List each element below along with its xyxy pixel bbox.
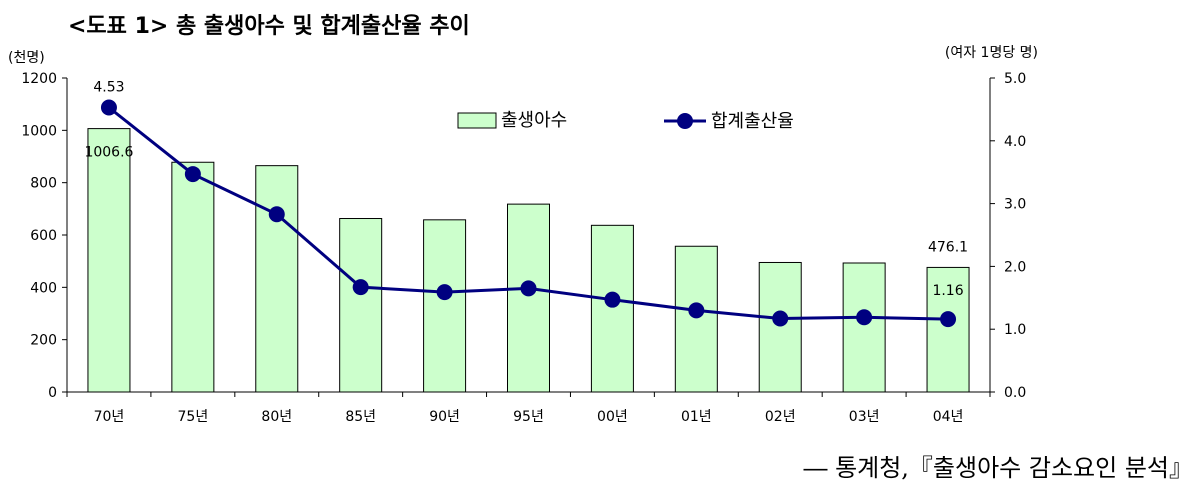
line-point xyxy=(100,99,117,116)
chart-title: <도표 1> 총 출생아수 및 합계출산율 추이 xyxy=(68,14,470,39)
legend-line-label: 합계출산율 xyxy=(711,111,794,132)
source-note: ― 통계청,『출생아수 감소요인 분석』 xyxy=(803,454,1193,482)
bar xyxy=(171,161,215,393)
data-label: 1.16 xyxy=(932,283,963,299)
x-tick-label: 85년 xyxy=(345,409,376,425)
legend-line-marker xyxy=(677,113,693,129)
bar xyxy=(423,219,467,393)
legend-bar-swatch xyxy=(457,112,497,129)
line-group xyxy=(100,99,957,328)
bar xyxy=(339,218,383,393)
line-point xyxy=(688,302,705,319)
data-label: 1006.6 xyxy=(84,145,133,161)
line-point xyxy=(604,291,621,308)
bar xyxy=(674,245,718,393)
bar xyxy=(842,262,886,393)
line-point xyxy=(436,284,453,301)
line-point xyxy=(268,206,285,223)
data-label: 476.1 xyxy=(928,239,968,255)
x-tick-label: 70년 xyxy=(94,409,125,425)
x-tick-label: 90년 xyxy=(429,409,460,425)
left-tick-label: 600 xyxy=(30,228,57,244)
right-tick-label: 2.0 xyxy=(1004,259,1026,275)
data-label: 4.53 xyxy=(93,80,124,96)
x-tick-label: 95년 xyxy=(513,409,544,425)
bars-group xyxy=(87,128,970,393)
right-tick-label: 3.0 xyxy=(1004,197,1026,213)
bar xyxy=(758,261,802,393)
bar xyxy=(255,165,299,393)
left-axis-unit: (천명) xyxy=(8,50,45,66)
left-tick-label: 800 xyxy=(30,176,57,192)
right-axis-unit: (여자 1명당 명) xyxy=(945,45,1038,61)
x-tick-label: 04년 xyxy=(933,409,964,425)
x-tick-label: 75년 xyxy=(178,409,209,425)
bar xyxy=(507,203,550,393)
bar xyxy=(87,128,131,393)
right-tick-label: 4.0 xyxy=(1004,134,1026,150)
left-tick-label: 1200 xyxy=(21,71,57,87)
left-tick-label: 200 xyxy=(30,333,57,349)
right-tick-label: 1.0 xyxy=(1004,322,1026,338)
left-tick-label: 400 xyxy=(30,280,57,296)
labels-group: 1006.6 476.1 4.53 1.16 xyxy=(84,80,968,300)
line-point xyxy=(940,311,957,328)
left-tick-label: 0 xyxy=(48,385,57,401)
x-tick-label: 01년 xyxy=(681,409,712,425)
x-tick-label: 02년 xyxy=(765,409,796,425)
line-point xyxy=(520,280,537,297)
legend-bar-label: 출생아수 xyxy=(501,110,567,131)
right-tick-label: 0.0 xyxy=(1004,385,1026,401)
x-tick-label: 03년 xyxy=(849,409,880,425)
line-point xyxy=(184,166,201,183)
right-tick-label: 5.0 xyxy=(1004,71,1026,87)
line-point xyxy=(772,310,789,327)
line-point xyxy=(352,279,369,296)
x-tick-label: 80년 xyxy=(261,409,292,425)
x-tick-label: 00년 xyxy=(597,409,628,425)
bar xyxy=(926,266,970,393)
legend-group: 출생아수 합계출산율 xyxy=(457,110,794,132)
left-tick-label: 1000 xyxy=(21,123,57,139)
line-point xyxy=(856,309,873,326)
bar xyxy=(590,224,634,393)
